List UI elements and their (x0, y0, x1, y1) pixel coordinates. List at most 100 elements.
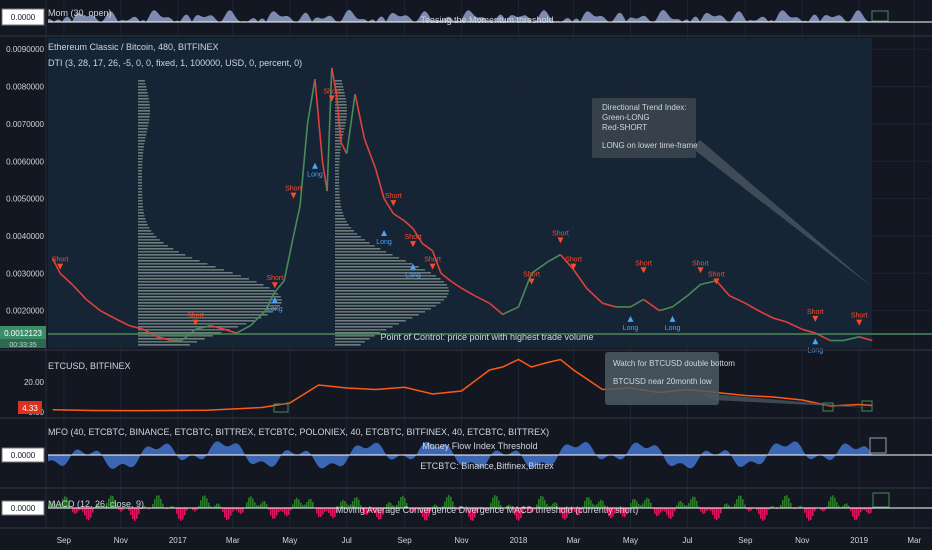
volume-profile-bar (335, 83, 343, 85)
macd-bar (86, 508, 88, 520)
long-label: Long (267, 306, 283, 313)
etc-note-line-1: Watch for BTCUSD double bottom (613, 359, 735, 368)
price-segment (85, 298, 101, 312)
macd-bar (686, 505, 688, 508)
macd-title: MACD (12, 26, close, 9) (48, 499, 144, 509)
macd-bar (138, 508, 140, 515)
macd-bar (846, 503, 848, 508)
volume-profile-bar (138, 215, 145, 217)
price-segment (113, 317, 130, 327)
macd-bar (822, 508, 824, 512)
macd-bar (800, 505, 802, 508)
macd-bar (298, 499, 300, 508)
volume-profile-bar (138, 260, 200, 262)
macd-bar (548, 506, 550, 508)
macd-bar (306, 502, 308, 508)
volume-profile-bar (138, 182, 143, 184)
macd-bar (738, 495, 740, 508)
mfo-annotation-exchanges: ETCBTC: Binance,Bitfinex,Bittrex (420, 461, 554, 471)
macd-bar (380, 508, 382, 519)
macd-bar (382, 508, 384, 515)
macd-bar (362, 508, 364, 511)
macd-bar (294, 499, 296, 508)
macd-bar (436, 505, 438, 508)
volume-profile-bar (138, 119, 150, 121)
macd-bar (828, 501, 830, 508)
price-segment (264, 291, 276, 312)
macd-bar (48, 504, 50, 508)
macd-bar (598, 501, 600, 508)
time-axis-label: Mar (567, 536, 581, 545)
main-y-tick-label: 0.0070000 (6, 120, 44, 129)
macd-bar (420, 508, 422, 513)
volume-profile (138, 80, 449, 346)
main-y-axis: 0.0090000 0.0080000 0.0070000 0.0060000 0.00… (6, 45, 44, 315)
volume-profile-bar (335, 113, 347, 115)
volume-profile-bar (138, 344, 190, 346)
macd-bar (240, 508, 242, 514)
volume-profile-bar (335, 287, 449, 289)
volume-profile-bar (138, 95, 149, 97)
macd-bar (286, 508, 288, 517)
volume-profile-bar (335, 155, 340, 157)
short-label: Short (523, 272, 540, 279)
macd-bar (182, 508, 184, 520)
volume-profile-bar (335, 305, 437, 307)
price-segment (224, 328, 237, 334)
volume-profile-bar (138, 200, 143, 202)
volume-profile-bar (335, 116, 347, 118)
macd-bar (296, 497, 298, 508)
volume-profile-bar (335, 251, 387, 253)
macd-bar (718, 508, 720, 519)
short-arrow (640, 267, 647, 274)
macd-bar (836, 501, 838, 508)
macd-bar (496, 496, 498, 508)
volume-profile-bar (138, 149, 144, 151)
macd-bar (650, 502, 652, 508)
volume-profile-bar (335, 296, 447, 298)
macd-bar (870, 508, 872, 513)
macd-bar (166, 508, 168, 510)
macd-bar (474, 508, 476, 518)
macd-bar (634, 498, 636, 508)
macd-bar (184, 508, 186, 516)
macd-bar (404, 497, 406, 508)
macd-bar (564, 508, 566, 520)
macd-bar (60, 502, 62, 508)
macd-bar (242, 508, 244, 513)
volume-profile-bar (335, 134, 344, 136)
macd-bar (712, 508, 714, 515)
macd-bar (386, 504, 388, 508)
macd-bar (788, 498, 790, 508)
long-arrow (409, 263, 416, 270)
volume-profile-bar (138, 263, 208, 265)
macd-bar (424, 508, 426, 521)
macd-bar (218, 503, 220, 508)
macd-bar (862, 508, 864, 510)
short-arrow (570, 263, 577, 270)
macd-bar (256, 505, 258, 508)
macd-bar (350, 504, 352, 508)
mfo-value-badge: 0.0000 (1, 447, 45, 463)
price-segment (744, 302, 759, 312)
macd-bar (372, 508, 374, 511)
price-segment (392, 212, 406, 222)
volume-profile-bar (138, 338, 205, 340)
macd-bar (586, 497, 588, 508)
macd-bar (400, 497, 402, 508)
macd-bar (470, 508, 472, 521)
macd-bar (74, 508, 76, 514)
long-arrow (271, 297, 278, 304)
macd-bar (106, 502, 108, 508)
macd-bar (178, 508, 180, 519)
volume-profile-bar (335, 275, 437, 277)
time-axis-label: Sep (397, 536, 412, 545)
mfo-annotation-threshold: Money Flow Index Threshold (422, 441, 537, 451)
volume-profile-bar (335, 143, 342, 145)
macd-bar (868, 508, 870, 514)
macd-bar (324, 508, 326, 512)
volume-profile-bar (138, 293, 279, 295)
macd-bar (228, 508, 230, 520)
macd-bar (422, 508, 424, 518)
